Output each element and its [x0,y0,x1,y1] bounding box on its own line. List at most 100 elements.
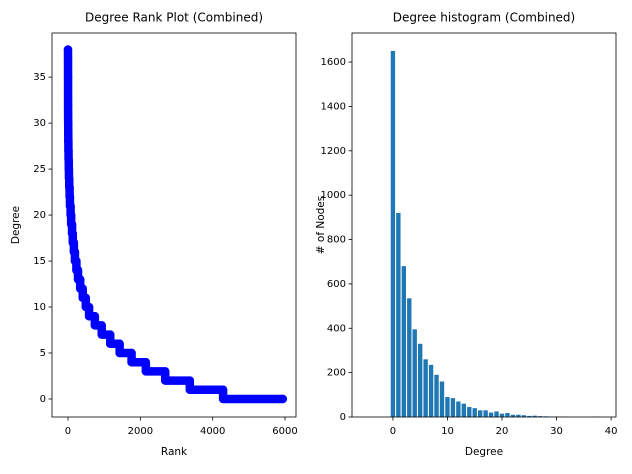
y-tick-label: 35 [33,72,46,83]
x-tick-label: 20 [496,426,509,437]
x-tick-label: 40 [605,426,618,437]
x-tick-label: 0 [390,426,396,437]
y-axis-label: # of Nodes [315,196,327,254]
marker [65,174,73,182]
bar [505,413,509,417]
marker [79,284,87,292]
marker [65,183,73,191]
marker [65,165,73,173]
marker [64,110,72,118]
y-tick-label: 5 [40,348,46,359]
marker [64,55,72,63]
y-tick-label: 30 [33,118,46,129]
bar [402,266,406,417]
y-tick-label: 0 [340,412,346,423]
marker [66,192,74,200]
bar [418,344,422,417]
x-tick-label: 4000 [200,426,225,437]
y-tick-label: 400 [327,323,346,334]
x-tick-label: 30 [550,426,563,437]
x-tick-label: 2000 [128,426,153,437]
marker [74,266,82,274]
y-tick-label: 200 [327,368,346,379]
marker [68,220,76,228]
y-tick-label: 0 [40,394,46,405]
marker [127,358,135,366]
marker [142,367,150,375]
marker [161,376,169,384]
marker [127,349,135,357]
bar [429,365,433,417]
marker [64,128,72,136]
bar [473,408,477,417]
marker [161,367,169,375]
bar [407,298,411,417]
marker [64,101,72,109]
y-tick-label: 20 [33,210,46,221]
y-axis-label: Degree [10,206,22,244]
x-axis-label: Rank [161,446,188,458]
y-tick-label: 1400 [321,101,346,112]
y-tick-label: 1600 [321,57,346,68]
x-tick-label: 10 [441,426,454,437]
marker [71,248,79,256]
marker [91,312,99,320]
x-axis-label: Degree [465,446,503,458]
marker [106,330,114,338]
marker [82,294,90,302]
marker [98,330,106,338]
marker [65,156,73,164]
y-tick-label: 10 [33,302,46,313]
y-tick-label: 1000 [321,190,346,201]
bar [445,397,449,417]
bar [413,329,417,417]
y-tick-label: 25 [33,164,46,175]
bar [494,411,498,417]
bar [483,410,487,417]
axes-frame [52,33,296,417]
marker [106,340,114,348]
bar [467,407,471,417]
marker [219,386,227,394]
bar [478,410,482,417]
marker [279,395,287,403]
marker [64,73,72,81]
marker [66,202,74,210]
marker [64,147,72,155]
y-tick-label: 15 [33,256,46,267]
marker [70,238,78,246]
marker [69,229,77,237]
bar [462,404,466,417]
marker [85,303,93,311]
bar [451,398,455,417]
marker [98,321,106,329]
marker [115,340,123,348]
bar [396,213,400,417]
marker [186,386,194,394]
bar [434,375,438,417]
chart-title: Degree Rank Plot (Combined) [85,11,263,25]
marker [64,137,72,145]
bar [489,413,493,417]
marker [219,395,227,403]
bar [500,414,504,417]
chart-title: Degree histogram (Combined) [393,11,575,25]
line [68,50,283,399]
x-tick-label: 0 [65,426,71,437]
marker [186,376,194,384]
y-tick-label: 600 [327,279,346,290]
marker [67,211,75,219]
bar [440,382,444,417]
y-tick-label: 1200 [321,146,346,157]
marker [64,119,72,127]
marker [115,349,123,357]
marker [64,45,72,53]
marker [72,257,80,265]
bar [391,51,395,417]
y-tick-label: 800 [327,235,346,246]
marker [142,358,150,366]
marker [76,275,84,283]
bar [423,359,427,417]
